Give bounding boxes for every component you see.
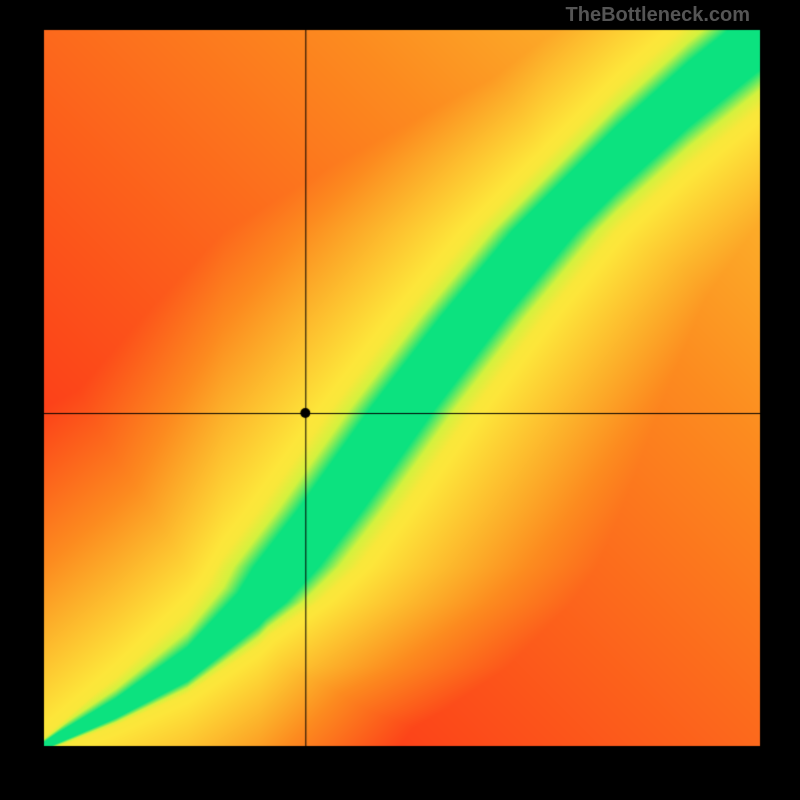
heatmap-canvas [0,0,800,800]
watermark-text: TheBottleneck.com [566,4,750,27]
chart-container: TheBottleneck.com [0,0,800,800]
